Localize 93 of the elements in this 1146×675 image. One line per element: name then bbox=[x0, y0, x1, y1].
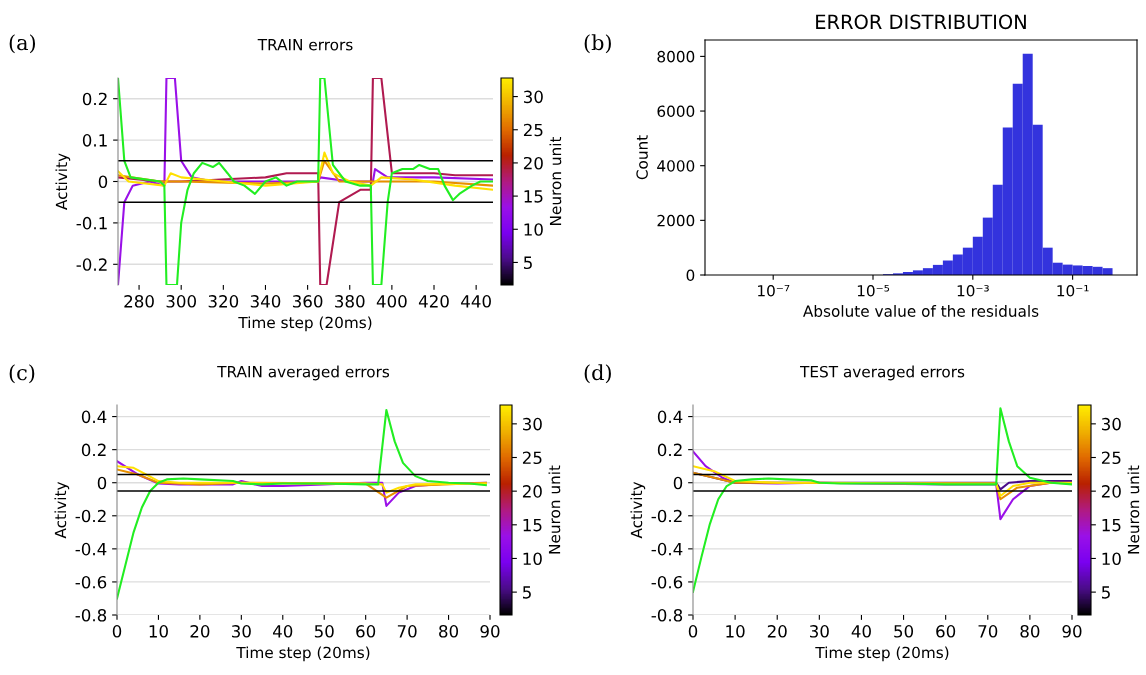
y-axis-title: Count bbox=[636, 135, 648, 180]
y-axis-title: Activity bbox=[630, 481, 646, 539]
x-tick-label: 40 bbox=[272, 625, 293, 638]
chart-title: ERROR DISTRIBUTION bbox=[816, 14, 1026, 30]
color-bar-label: 5 bbox=[524, 256, 532, 270]
x-tick-label: 50 bbox=[314, 625, 334, 638]
x-tick-label: 10⁻³ bbox=[957, 284, 989, 297]
y-tick-label: 6000 bbox=[657, 105, 695, 118]
color-bar-label: 20 bbox=[522, 485, 542, 498]
y-tick-label: 0.2 bbox=[82, 92, 107, 106]
color-bar-label: 10 bbox=[523, 552, 542, 566]
y-tick-label: 8000 bbox=[657, 50, 695, 63]
x-tick-label: 340 bbox=[250, 295, 281, 308]
y-tick-label: -0.8 bbox=[75, 608, 107, 622]
x-tick-label: 10⁻¹ bbox=[1057, 284, 1089, 297]
color-bar-label: 30 bbox=[523, 90, 543, 104]
x-tick-label: 30 bbox=[810, 625, 829, 638]
y-tick-label: 0 bbox=[686, 269, 695, 282]
color-bar-label: 15 bbox=[524, 190, 543, 203]
color-bar-label: 15 bbox=[1102, 518, 1121, 532]
x-tick-label: 0 bbox=[112, 625, 122, 638]
x-tick-label: 10 bbox=[726, 625, 745, 638]
x-tick-label: 360 bbox=[292, 295, 323, 308]
color-bar-label: 10 bbox=[524, 223, 543, 236]
y-tick-label: 2000 bbox=[657, 214, 695, 227]
y-tick-label: 0.4 bbox=[81, 410, 107, 424]
x-tick-label: 10⁻⁷ bbox=[758, 284, 790, 297]
color-bar-label: 20 bbox=[523, 156, 543, 170]
x-tick-label: 80 bbox=[1020, 625, 1040, 638]
color-bar-label: 20 bbox=[1101, 485, 1121, 498]
y-tick-label: -0.2 bbox=[75, 509, 106, 523]
y-tick-label: 4000 bbox=[657, 160, 695, 172]
y-tick-label: 0 bbox=[673, 476, 683, 490]
y-tick-label: -0.2 bbox=[76, 258, 107, 271]
x-axis-title: Time step (20ms) bbox=[238, 316, 372, 332]
y-tick-label: 0.4 bbox=[657, 410, 683, 424]
x-tick-label: 300 bbox=[166, 295, 196, 308]
x-tick-label: 70 bbox=[978, 625, 998, 638]
x-tick-label: 50 bbox=[894, 625, 914, 638]
x-tick-label: 320 bbox=[208, 295, 239, 308]
color-bar-title: Neuron unit bbox=[548, 465, 561, 554]
y-tick-label: -0.6 bbox=[75, 575, 107, 589]
y-tick-label: 0.2 bbox=[657, 443, 682, 457]
x-tick-label: 400 bbox=[376, 295, 407, 308]
y-tick-label: 0 bbox=[98, 175, 108, 189]
color-bar-label: 15 bbox=[523, 518, 542, 532]
y-tick-label: -0.8 bbox=[651, 608, 683, 622]
x-tick-label: 10 bbox=[149, 625, 168, 638]
chart-title: TRAIN averaged errors bbox=[217, 365, 390, 381]
color-bar-label: 5 bbox=[523, 586, 531, 599]
x-tick-label: 70 bbox=[397, 625, 417, 638]
color-bar-label: 25 bbox=[523, 123, 543, 137]
color-bar-label: 30 bbox=[1101, 417, 1121, 431]
y-tick-label: 0.1 bbox=[82, 134, 107, 147]
color-bar-title: Neuron unit bbox=[1127, 465, 1140, 554]
x-tick-label: 380 bbox=[335, 295, 365, 308]
x-tick-label: 30 bbox=[232, 625, 251, 638]
x-tick-label: 80 bbox=[439, 625, 459, 638]
x-axis-title: Absolute value of the residuals bbox=[803, 305, 1039, 317]
y-axis-title: Activity bbox=[54, 481, 70, 539]
text: (a) bbox=[9, 34, 36, 54]
color-bar-label: 10 bbox=[1102, 552, 1121, 566]
y-tick-label: -0.1 bbox=[76, 216, 107, 230]
x-tick-label: 440 bbox=[461, 295, 491, 308]
x-tick-label: 60 bbox=[356, 625, 376, 638]
x-tick-label: 60 bbox=[936, 625, 956, 638]
y-tick-label: 0 bbox=[97, 476, 107, 490]
x-tick-label: 420 bbox=[418, 295, 449, 308]
color-bar-label: 25 bbox=[522, 451, 542, 465]
x-tick-label: 40 bbox=[851, 625, 871, 638]
color-bar-title: Neuron unit bbox=[549, 136, 562, 225]
color-bar-label: 30 bbox=[522, 417, 542, 431]
chart-title: TEST averaged errors bbox=[800, 365, 965, 381]
chart-title: TRAIN errors bbox=[257, 39, 353, 51]
x-tick-label: 90 bbox=[1062, 625, 1082, 638]
x-axis-title: Time step (20ms) bbox=[236, 646, 370, 662]
x-tick-label: 20 bbox=[190, 625, 210, 638]
x-axis-title: Time step (20ms) bbox=[815, 646, 949, 662]
x-tick-label: 10⁻⁵ bbox=[857, 284, 890, 297]
color-bar-label: 5 bbox=[1102, 586, 1110, 599]
x-tick-label: 90 bbox=[480, 625, 500, 638]
y-tick-label: 0.2 bbox=[81, 443, 106, 457]
text: (c) bbox=[9, 364, 35, 384]
text: (d) bbox=[584, 364, 611, 384]
text: (b) bbox=[584, 34, 611, 54]
y-tick-label: -0.4 bbox=[651, 542, 683, 556]
y-tick-label: -0.4 bbox=[75, 542, 107, 556]
x-tick-label: 20 bbox=[767, 625, 787, 638]
y-tick-label: -0.6 bbox=[651, 575, 683, 589]
x-tick-label: 280 bbox=[124, 295, 154, 308]
color-bar-label: 25 bbox=[1101, 451, 1121, 465]
y-axis-title: Activity bbox=[55, 153, 71, 210]
y-tick-label: -0.2 bbox=[651, 509, 682, 523]
